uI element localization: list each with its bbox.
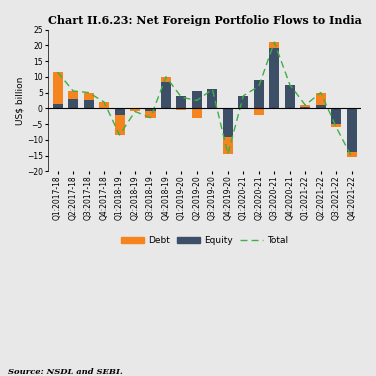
Legend: Debt, Equity, Total: Debt, Equity, Total bbox=[117, 233, 292, 249]
Bar bbox=[238, 96, 249, 108]
Bar bbox=[146, 108, 156, 111]
Bar bbox=[192, 91, 202, 108]
Bar bbox=[347, 108, 357, 152]
Bar bbox=[316, 92, 326, 105]
Text: Source: NSDL and SEBI.: Source: NSDL and SEBI. bbox=[8, 368, 122, 376]
Bar bbox=[176, 108, 186, 110]
Bar bbox=[316, 105, 326, 108]
Bar bbox=[269, 42, 279, 49]
Bar bbox=[83, 100, 94, 108]
Y-axis label: US$ billion: US$ billion bbox=[15, 76, 24, 124]
Bar bbox=[68, 99, 78, 108]
Bar bbox=[83, 92, 94, 100]
Bar bbox=[68, 91, 78, 99]
Bar bbox=[99, 102, 109, 108]
Title: Chart II.6.23: Net Foreign Portfolio Flows to India: Chart II.6.23: Net Foreign Portfolio Flo… bbox=[48, 15, 362, 26]
Bar bbox=[269, 49, 279, 108]
Bar bbox=[192, 108, 202, 118]
Bar bbox=[285, 85, 295, 108]
Bar bbox=[161, 82, 171, 108]
Bar bbox=[254, 108, 264, 115]
Bar bbox=[115, 115, 124, 135]
Bar bbox=[331, 108, 341, 124]
Bar bbox=[176, 96, 186, 108]
Bar bbox=[130, 108, 140, 111]
Bar bbox=[53, 72, 63, 103]
Bar bbox=[254, 80, 264, 108]
Bar bbox=[208, 89, 217, 108]
Bar bbox=[146, 111, 156, 118]
Bar bbox=[223, 136, 233, 154]
Bar bbox=[300, 107, 310, 108]
Bar bbox=[161, 77, 171, 82]
Bar bbox=[115, 108, 124, 115]
Bar bbox=[223, 108, 233, 136]
Bar bbox=[300, 105, 310, 107]
Bar bbox=[347, 152, 357, 157]
Bar bbox=[53, 103, 63, 108]
Bar bbox=[331, 124, 341, 127]
